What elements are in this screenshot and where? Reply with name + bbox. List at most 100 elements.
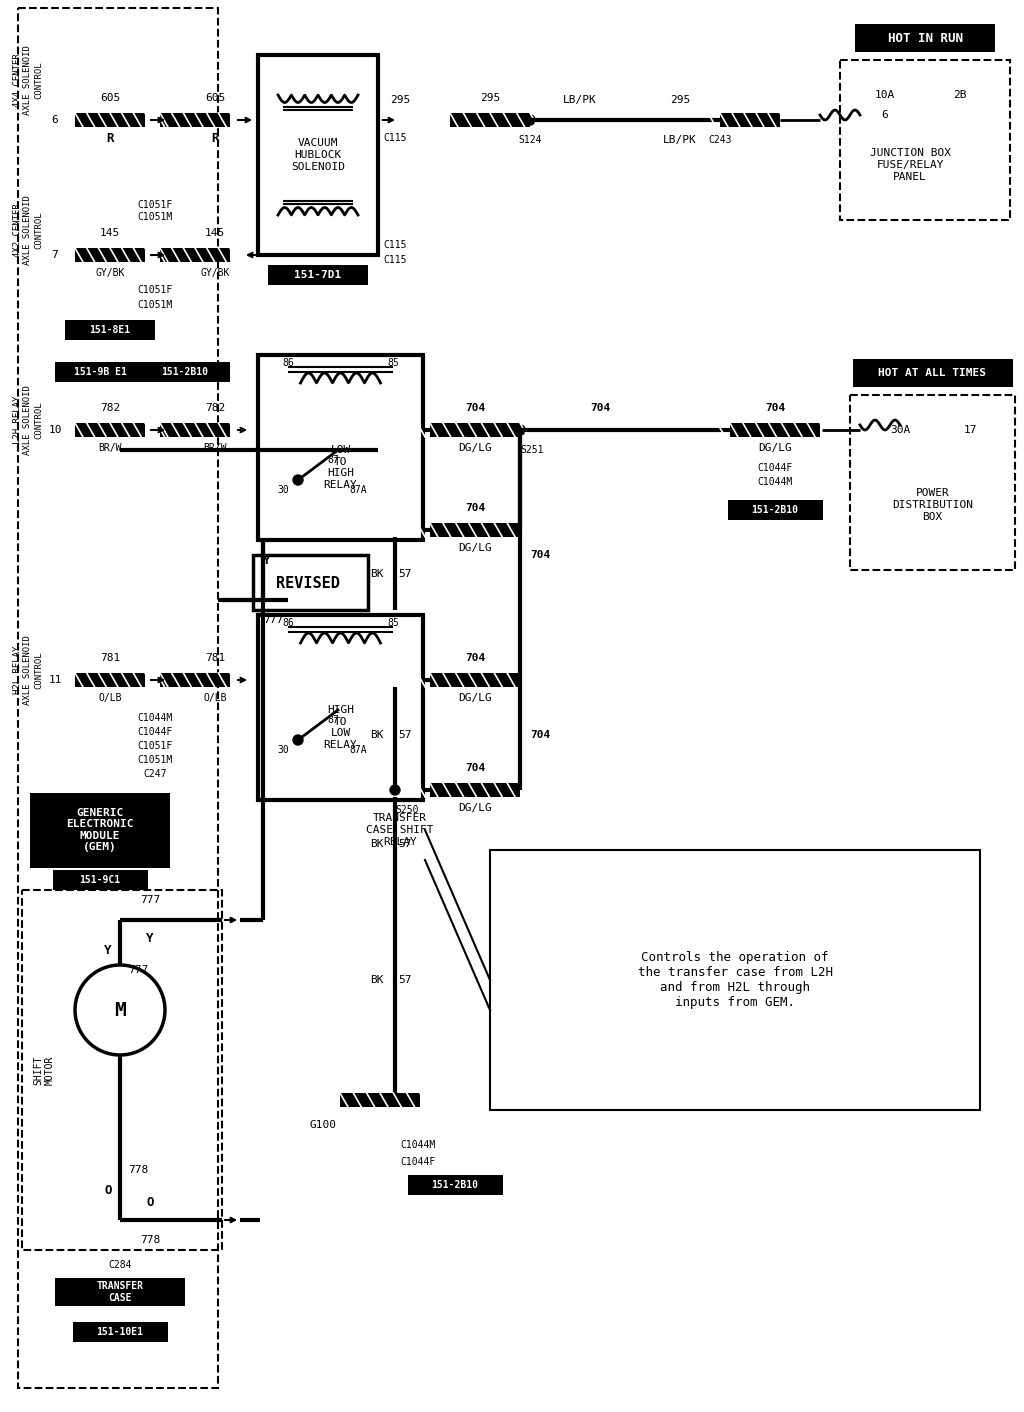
Text: 778: 778 xyxy=(140,1236,160,1245)
Text: BK: BK xyxy=(371,569,384,579)
Text: 151-9C1: 151-9C1 xyxy=(80,875,121,885)
Bar xyxy=(258,55,378,256)
Bar xyxy=(408,1175,503,1195)
Text: C115: C115 xyxy=(383,256,407,265)
Bar xyxy=(160,424,230,436)
Text: C1044M: C1044M xyxy=(400,1139,435,1149)
Bar xyxy=(253,555,368,610)
Bar xyxy=(258,354,423,539)
Text: 17: 17 xyxy=(964,425,977,435)
Bar xyxy=(340,1093,420,1107)
Text: HIGH
TO
LOW
RELAY: HIGH TO LOW RELAY xyxy=(324,705,357,750)
Text: 57: 57 xyxy=(398,976,412,986)
Text: M: M xyxy=(114,1001,126,1019)
Text: C1044F: C1044F xyxy=(137,727,173,737)
Text: S124: S124 xyxy=(518,136,542,145)
Text: 6: 6 xyxy=(882,110,889,120)
Text: C1044M: C1044M xyxy=(137,713,173,723)
Text: H2L RELAY
AXLE SOLENOID
CONTROL: H2L RELAY AXLE SOLENOID CONTROL xyxy=(13,635,43,705)
Bar xyxy=(65,321,155,340)
Text: 86: 86 xyxy=(283,618,294,628)
Text: 7: 7 xyxy=(51,250,58,260)
Text: 85: 85 xyxy=(387,618,399,628)
Text: 151-10E1: 151-10E1 xyxy=(96,1327,143,1337)
Text: Controls the operation of
the transfer case from L2H
and from H2L through
inputs: Controls the operation of the transfer c… xyxy=(638,952,833,1010)
Text: Y: Y xyxy=(146,932,154,945)
Text: 145: 145 xyxy=(100,227,120,239)
Text: C1051M: C1051M xyxy=(137,755,173,765)
Bar xyxy=(160,249,230,263)
Bar xyxy=(75,249,145,263)
Bar xyxy=(52,870,147,890)
Text: O/LB: O/LB xyxy=(203,693,226,703)
Text: C243: C243 xyxy=(709,136,732,145)
Text: 30: 30 xyxy=(278,746,289,755)
Bar xyxy=(73,1322,168,1341)
Circle shape xyxy=(293,474,303,484)
Text: 145: 145 xyxy=(205,227,225,239)
Bar xyxy=(730,424,820,436)
Bar xyxy=(430,674,520,688)
Text: 87: 87 xyxy=(327,455,339,465)
Text: C1051F: C1051F xyxy=(137,201,173,210)
Bar xyxy=(430,424,520,436)
Text: SHIFT
MOTOR: SHIFT MOTOR xyxy=(33,1055,55,1084)
Text: 4X2 CENTER
AXLE SOLENOID
CONTROL: 4X2 CENTER AXLE SOLENOID CONTROL xyxy=(13,195,43,265)
Text: BK: BK xyxy=(371,730,384,740)
Text: 2B: 2B xyxy=(953,90,967,100)
Bar xyxy=(850,395,1015,570)
Text: 295: 295 xyxy=(670,95,690,104)
Bar xyxy=(258,616,423,801)
Text: 704: 704 xyxy=(465,503,485,513)
Text: 704: 704 xyxy=(590,402,610,412)
Text: 704: 704 xyxy=(530,551,550,561)
Text: 704: 704 xyxy=(465,402,485,412)
Text: Y: Y xyxy=(104,943,112,956)
Text: C1051F: C1051F xyxy=(137,285,173,295)
Bar xyxy=(160,674,230,688)
Text: 151-8E1: 151-8E1 xyxy=(89,325,131,335)
Text: 777: 777 xyxy=(128,964,148,976)
Text: 777: 777 xyxy=(140,895,160,905)
Text: 86: 86 xyxy=(283,359,294,369)
Circle shape xyxy=(515,425,525,435)
Text: 781: 781 xyxy=(205,652,225,664)
Bar xyxy=(140,361,230,383)
Text: 704: 704 xyxy=(465,762,485,772)
Bar xyxy=(75,113,145,127)
Text: REVISED: REVISED xyxy=(276,576,340,590)
Text: 782: 782 xyxy=(205,402,225,412)
Text: DG/LG: DG/LG xyxy=(458,693,492,703)
Text: DG/LG: DG/LG xyxy=(458,443,492,453)
Text: 6: 6 xyxy=(51,114,58,126)
Text: 85: 85 xyxy=(387,359,399,369)
Text: 605: 605 xyxy=(205,93,225,103)
Text: C1044M: C1044M xyxy=(758,477,793,487)
Text: C115: C115 xyxy=(383,240,407,250)
Text: 87A: 87A xyxy=(349,746,367,755)
Text: C1044F: C1044F xyxy=(758,463,793,473)
Bar xyxy=(430,522,520,537)
Text: BR/W: BR/W xyxy=(203,443,226,453)
Circle shape xyxy=(390,1094,400,1106)
Text: 57: 57 xyxy=(398,839,412,849)
Text: LB/PK: LB/PK xyxy=(563,95,597,104)
Text: 11: 11 xyxy=(48,675,61,685)
Bar xyxy=(18,8,218,1388)
Text: 87A: 87A xyxy=(349,484,367,496)
Bar xyxy=(490,850,980,1110)
Bar xyxy=(75,424,145,436)
Text: LB/PK: LB/PK xyxy=(664,136,697,145)
Text: 782: 782 xyxy=(100,402,120,412)
Text: 57: 57 xyxy=(398,730,412,740)
Text: 151-2B10: 151-2B10 xyxy=(162,367,209,377)
Text: 30: 30 xyxy=(278,484,289,496)
Text: GY/BK: GY/BK xyxy=(201,268,229,278)
Text: O: O xyxy=(104,1183,112,1196)
Text: 151-9B E1: 151-9B E1 xyxy=(74,367,126,377)
Bar xyxy=(55,1278,185,1306)
Bar xyxy=(720,113,780,127)
Bar xyxy=(853,359,1013,387)
Text: 605: 605 xyxy=(100,93,120,103)
Text: S251: S251 xyxy=(520,445,544,455)
